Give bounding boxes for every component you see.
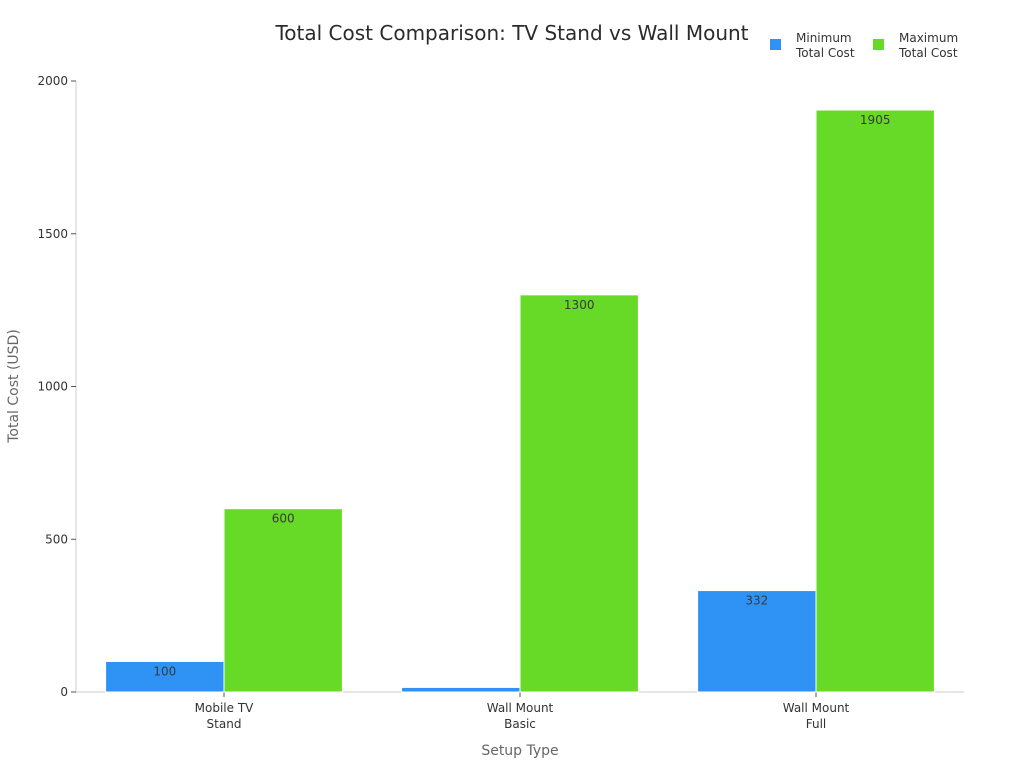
x-axis-title: Setup Type [481,743,558,759]
bar [697,590,817,693]
legend-label: Minimum Total Cost [795,31,855,60]
bar [223,508,343,693]
chart-title: Total Cost Comparison: TV Stand vs Wall … [274,21,748,45]
bar [401,686,521,693]
bar-value-label: 100 [153,664,176,678]
bar-value-label: 332 [745,594,768,608]
bar-value-label: 600 [272,512,295,526]
x-axis: Mobile TV Stand Wall Mount Basic Wall Mount F… [76,691,964,731]
legend: Minimum Total Cost Maximum Total Cost [770,31,958,60]
x-tick-label: Wall Mount Full [783,701,850,731]
y-tick-label: 2000 [37,74,68,88]
y-tick-label: 1500 [37,227,68,241]
x-tick-label: Wall Mount Basic [487,701,554,731]
y-axis-title: Total Cost (USD) [6,329,22,444]
legend-swatch [770,39,781,50]
y-axis: 0 500 1000 1500 2000 [37,74,77,699]
y-tick-label: 0 [60,685,68,699]
x-tick-label: Mobile TV Stand [195,701,255,731]
bar [815,109,935,693]
y-tick-label: 500 [45,532,68,546]
bar [519,294,639,693]
bars: 100 332 600 1300 1905 [105,109,935,693]
bar-value-label: 1300 [564,298,595,312]
bar-value-label: 1905 [860,113,891,127]
legend-swatch [873,39,884,50]
y-tick-label: 1000 [37,380,68,394]
legend-label: Maximum Total Cost [898,31,958,60]
